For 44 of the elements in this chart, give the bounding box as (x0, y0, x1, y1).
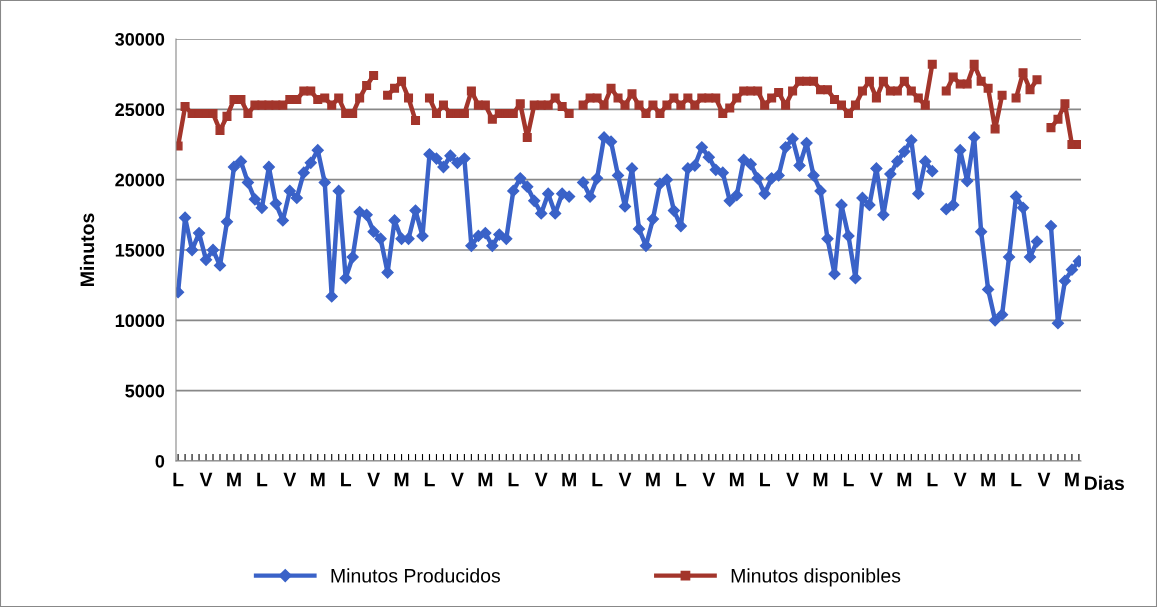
x-tick-label: V (451, 472, 464, 487)
y-tick-label: 25000 (115, 103, 165, 117)
x-tick-label: V (953, 472, 967, 487)
x-tick-label: M (646, 472, 660, 487)
legend-label: Minutos Producidos (331, 568, 501, 583)
x-tick-label: M (729, 472, 744, 487)
x-tick-label: M (813, 472, 828, 487)
x-tick-label: M (981, 472, 995, 487)
x-tick-label: V (1037, 472, 1051, 487)
x-tick-label: V (870, 472, 883, 487)
x-tick-label: L (843, 472, 854, 487)
x-tick-label: L (257, 472, 268, 487)
y-tick-label: 10000 (115, 314, 165, 328)
y-tick-label: 20000 (115, 173, 165, 187)
y-tick-label: 5000 (125, 384, 165, 398)
x-tick-label: V (618, 472, 632, 487)
y-axis-title: Minutos (79, 213, 95, 286)
x-tick-label: L (592, 472, 603, 487)
x-tick-label: M (310, 472, 325, 487)
x-tick-label: M (897, 472, 912, 487)
legend-label: Minutos disponibles (731, 568, 901, 587)
x-tick-label: L (173, 472, 184, 487)
x-tick-label: M (1065, 472, 1079, 487)
x-tick-label: V (199, 472, 213, 487)
x-tick-label: L (927, 472, 938, 487)
y-tick-label: 15000 (115, 243, 165, 257)
x-tick-label: V (534, 472, 548, 487)
x-tick-label: L (760, 472, 771, 487)
x-tick-label: M (478, 472, 493, 487)
x-tick-label: L (341, 472, 352, 487)
x-tick-label: L (676, 472, 687, 487)
x-tick-label: V (367, 472, 380, 487)
x-tick-label: M (562, 472, 576, 487)
x-tick-label: M (227, 472, 241, 487)
x-tick-label: L (1011, 472, 1022, 487)
x-tick-label: V (786, 472, 799, 487)
x-tick-label: L (508, 472, 519, 487)
y-tick-label: 0 (155, 454, 165, 468)
x-axis-title: Dias (1085, 475, 1124, 491)
x-tick-label: M (394, 472, 409, 487)
y-tick-label: 30000 (115, 32, 165, 46)
x-tick-label: L (424, 472, 435, 487)
x-tick-label: V (283, 472, 297, 487)
x-tick-label: V (702, 472, 716, 487)
